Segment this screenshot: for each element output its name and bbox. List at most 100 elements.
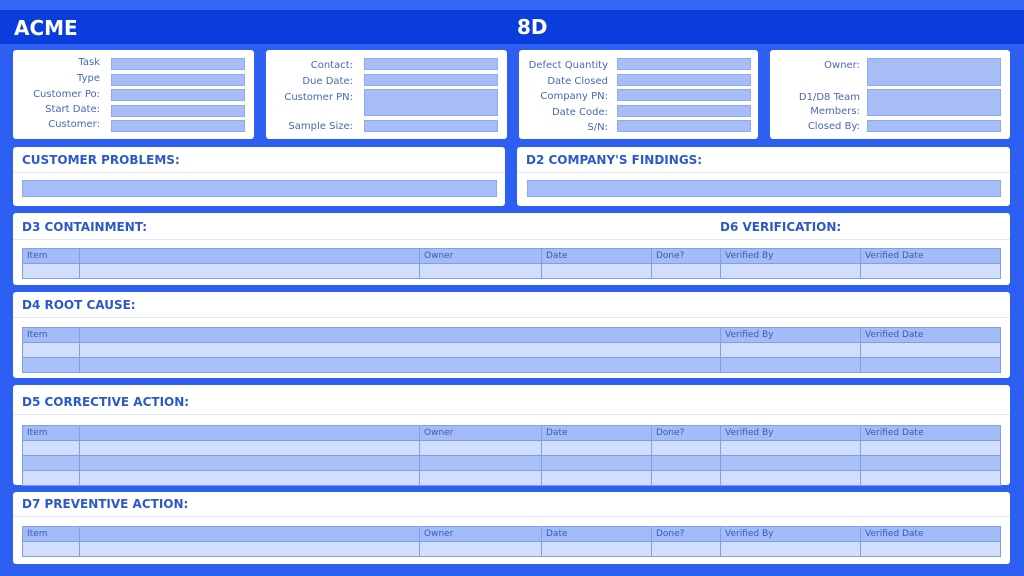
table-cell[interactable] — [419, 470, 542, 486]
table-cell[interactable] — [860, 263, 1001, 279]
table-row — [22, 541, 1001, 557]
table-cell[interactable] — [541, 470, 652, 486]
table-cell[interactable] — [419, 541, 542, 557]
start-date-field[interactable] — [111, 105, 245, 117]
table-cell[interactable] — [860, 455, 1001, 471]
contact-field[interactable] — [364, 58, 498, 70]
owner-field[interactable] — [867, 58, 1001, 86]
d5-panel: D5 CORRECTIVE ACTION: Item Owner Date Done?… — [13, 385, 1010, 486]
d7-table: Item Owner Date Done? Verified By Verified Da… — [22, 526, 1001, 557]
column-header: Item — [22, 425, 80, 441]
d4-title: D4 ROOT CAUSE: — [22, 298, 136, 312]
brand-logo: ACME — [14, 16, 78, 40]
table-row — [22, 470, 1001, 486]
table-cell[interactable] — [651, 440, 721, 456]
contact-label: Contact: — [310, 60, 353, 71]
table-cell[interactable] — [860, 342, 1001, 358]
date-closed-label: Date Closed — [547, 76, 608, 87]
date-code-label: Date Code: — [551, 107, 608, 118]
company-pn-field[interactable] — [617, 89, 751, 101]
defect-quantity-field[interactable] — [617, 58, 751, 70]
header-bar: ACME 8D — [0, 10, 1024, 44]
table-cell[interactable] — [720, 440, 861, 456]
d7-panel: D7 PREVENTIVE ACTION: Item Owner Date Done?… — [13, 492, 1010, 564]
table-cell[interactable] — [419, 455, 542, 471]
table-cell[interactable] — [22, 342, 80, 358]
d2-panel: D2 COMPANY'S FINDINGS: — [517, 147, 1010, 206]
customer-field[interactable] — [111, 120, 245, 132]
d3-panel: D3 CONTAINMENT: D6 VERIFICATION: Item Own… — [13, 213, 1010, 285]
divider — [13, 516, 1010, 517]
column-header: Owner — [419, 425, 542, 441]
type-field[interactable] — [111, 74, 245, 86]
table-cell[interactable] — [720, 357, 861, 373]
column-header: Item — [22, 248, 80, 264]
column-header — [79, 327, 721, 343]
table-cell[interactable] — [22, 455, 80, 471]
customer-po-field[interactable] — [111, 89, 245, 101]
table-cell[interactable] — [79, 455, 420, 471]
serial-number-field[interactable] — [617, 120, 751, 132]
d2-findings-field[interactable] — [527, 180, 1001, 197]
table-cell[interactable] — [720, 455, 861, 471]
table-cell[interactable] — [651, 541, 721, 557]
column-header: Verified Date — [860, 327, 1001, 343]
table-cell[interactable] — [79, 470, 420, 486]
table-row — [22, 440, 1001, 456]
closed-by-field[interactable] — [867, 120, 1001, 132]
column-header: Owner — [419, 248, 542, 264]
table-cell[interactable] — [79, 342, 721, 358]
customer-problems-field[interactable] — [22, 180, 497, 197]
table-cell[interactable] — [720, 263, 861, 279]
table-cell[interactable] — [541, 455, 652, 471]
table-cell[interactable] — [541, 541, 652, 557]
customer-problems-panel: CUSTOMER PROBLEMS: — [13, 147, 505, 206]
date-closed-field[interactable] — [617, 74, 751, 86]
table-cell[interactable] — [541, 263, 652, 279]
task-field[interactable] — [111, 58, 245, 70]
table-cell[interactable] — [22, 541, 80, 557]
type-label: Type — [77, 73, 100, 84]
table-cell[interactable] — [860, 357, 1001, 373]
table-cell[interactable] — [860, 470, 1001, 486]
table-row — [22, 263, 1001, 279]
table-cell[interactable] — [651, 263, 721, 279]
column-header — [79, 425, 420, 441]
sample-size-field[interactable] — [364, 120, 498, 132]
table-cell[interactable] — [79, 440, 420, 456]
table-cell[interactable] — [79, 263, 420, 279]
d6-title: D6 VERIFICATION: — [720, 220, 842, 234]
table-cell[interactable] — [22, 357, 80, 373]
table-cell[interactable] — [720, 470, 861, 486]
column-header: Item — [22, 526, 80, 542]
column-header — [79, 526, 420, 542]
table-row — [22, 455, 1001, 471]
table-cell[interactable] — [860, 541, 1001, 557]
divider — [13, 172, 505, 173]
table-cell[interactable] — [651, 455, 721, 471]
table-cell[interactable] — [22, 470, 80, 486]
date-code-field[interactable] — [617, 105, 751, 117]
table-cell[interactable] — [22, 263, 80, 279]
column-header — [79, 248, 420, 264]
table-cell[interactable] — [720, 541, 861, 557]
table-cell[interactable] — [651, 470, 721, 486]
customer-pn-label: Customer PN: — [284, 92, 353, 103]
table-cell[interactable] — [720, 342, 861, 358]
due-date-field[interactable] — [364, 74, 498, 86]
table-cell[interactable] — [541, 440, 652, 456]
customer-pn-field[interactable] — [364, 89, 498, 116]
table-cell[interactable] — [860, 440, 1001, 456]
d2-title: D2 COMPANY'S FINDINGS: — [526, 153, 703, 167]
table-cell[interactable] — [419, 440, 542, 456]
table-cell[interactable] — [419, 263, 542, 279]
column-header: Verified Date — [860, 425, 1001, 441]
column-header: Verified By — [720, 425, 861, 441]
table-cell[interactable] — [79, 357, 721, 373]
table-cell[interactable] — [22, 440, 80, 456]
info-panel-4: Owner: D1/D8 Team Members: Closed By: — [770, 50, 1010, 139]
table-cell[interactable] — [79, 541, 420, 557]
task-label: Task — [78, 57, 100, 68]
team-members-field[interactable] — [867, 89, 1001, 116]
divider — [13, 239, 1010, 240]
